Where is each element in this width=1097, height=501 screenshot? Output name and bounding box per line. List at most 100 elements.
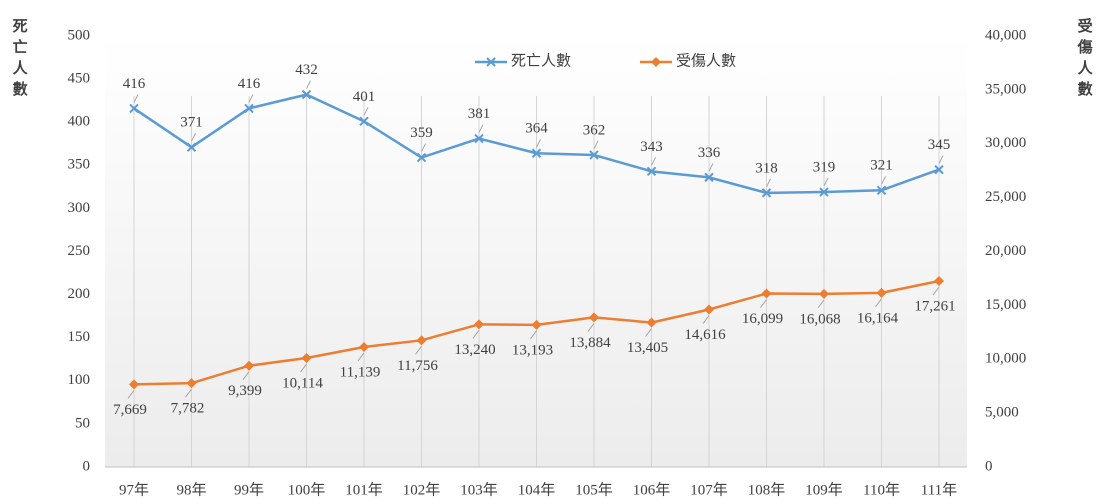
- leader-line: [938, 155, 944, 164]
- data-label: 13,884: [569, 335, 611, 351]
- x-tick-label: 100年: [288, 481, 326, 498]
- leader-line: [766, 178, 771, 188]
- data-label: 10,114: [282, 375, 323, 391]
- leader-line: [760, 299, 767, 308]
- marker: [704, 304, 714, 315]
- x-tick-label: 104年: [518, 481, 556, 498]
- leader-line: [242, 371, 250, 381]
- x-tick-label: 101年: [345, 481, 383, 498]
- data-label: 16,164: [857, 310, 899, 326]
- data-label: 432: [295, 62, 318, 78]
- data-label: 321: [870, 158, 893, 174]
- y-tick-label: 0: [83, 458, 91, 474]
- data-label: 416: [238, 76, 261, 92]
- x-tick-label: 102年: [403, 481, 441, 498]
- marker: [301, 353, 312, 364]
- leader-line: [593, 140, 599, 150]
- legend-marker: [486, 57, 496, 67]
- data-label: 14,616: [684, 327, 726, 343]
- data-label: 336: [698, 145, 721, 161]
- x-tick-label: 109年: [805, 481, 843, 498]
- data-label: 11,139: [340, 364, 381, 380]
- marker: [761, 288, 772, 299]
- y-tick-label: 350: [68, 157, 91, 173]
- leader-line: [415, 346, 422, 355]
- leader-line: [248, 94, 254, 103]
- legend-label: 死亡人數: [511, 52, 571, 69]
- marker: [646, 317, 657, 328]
- data-label: 371: [180, 115, 203, 131]
- marker: [186, 378, 197, 389]
- data-label: 343: [640, 139, 663, 155]
- marker: [244, 360, 254, 371]
- data-label: 416: [123, 76, 146, 92]
- y-tick-label: 450: [68, 71, 91, 87]
- leader-line: [191, 132, 196, 142]
- data-label: 7,669: [113, 402, 147, 418]
- data-label: 362: [583, 122, 606, 138]
- leader-line: [127, 390, 135, 399]
- leader-line: [536, 139, 541, 148]
- x-tick-label: 106年: [633, 481, 671, 498]
- data-label: 345: [928, 137, 951, 153]
- leader-line: [300, 363, 307, 373]
- leader-line: [421, 143, 426, 152]
- x-tick-label: 110年: [863, 481, 900, 498]
- marker: [416, 335, 427, 346]
- y-tick-label: 400: [68, 114, 91, 130]
- y2-tick-label: 40,000: [985, 27, 1026, 43]
- marker: [646, 166, 657, 177]
- data-label: 9,399: [228, 383, 262, 399]
- y2-tick-label: 15,000: [985, 297, 1026, 313]
- marker: [129, 103, 139, 114]
- leader-line: [133, 94, 139, 103]
- leader-line: [306, 80, 311, 89]
- data-label: 359: [410, 125, 433, 141]
- x-tick-label: 107年: [690, 481, 728, 498]
- marker: [359, 341, 369, 352]
- marker: [934, 164, 944, 175]
- marker: [474, 133, 484, 144]
- data-label: 13,405: [627, 340, 668, 356]
- marker: [244, 103, 254, 114]
- y2-tick-label: 10,000: [985, 351, 1026, 367]
- y-tick-label: 100: [68, 372, 91, 388]
- marker: [531, 319, 542, 330]
- y2-tick-label: 35,000: [985, 81, 1026, 97]
- marker: [416, 152, 427, 163]
- data-label: 318: [755, 160, 778, 176]
- data-label: 381: [468, 106, 491, 122]
- x-tick-label: 103年: [460, 481, 498, 498]
- leader-line: [357, 352, 365, 362]
- leader-line: [932, 286, 940, 296]
- marker: [474, 319, 484, 330]
- leader-line: [875, 298, 882, 308]
- data-label: 319: [813, 159, 836, 175]
- x-tick-label: 105年: [575, 481, 613, 498]
- marker: [531, 148, 542, 158]
- marker: [704, 172, 714, 183]
- y-axis-title: 死亡人數: [11, 18, 28, 102]
- legend-label: 受傷人數: [676, 52, 736, 69]
- marker: [589, 150, 599, 160]
- marker: [589, 312, 599, 323]
- y-tick-label: 500: [68, 27, 91, 43]
- marker: [186, 142, 197, 152]
- leader-line: [645, 328, 652, 337]
- marker: [301, 89, 312, 100]
- leader-line: [478, 124, 484, 133]
- leader-line: [472, 330, 480, 339]
- data-label: 13,193: [512, 342, 553, 358]
- marker: [876, 287, 887, 298]
- leader-line: [363, 107, 369, 116]
- marker: [819, 187, 829, 197]
- data-label: 364: [525, 121, 548, 137]
- leader-line: [708, 163, 714, 172]
- y2-tick-label: 25,000: [985, 189, 1026, 205]
- y-tick-label: 250: [68, 243, 91, 259]
- x-tick-label: 98年: [176, 481, 206, 498]
- data-label: 11,756: [397, 358, 438, 374]
- y-tick-label: 200: [68, 286, 91, 302]
- y2-tick-label: 5,000: [985, 405, 1019, 421]
